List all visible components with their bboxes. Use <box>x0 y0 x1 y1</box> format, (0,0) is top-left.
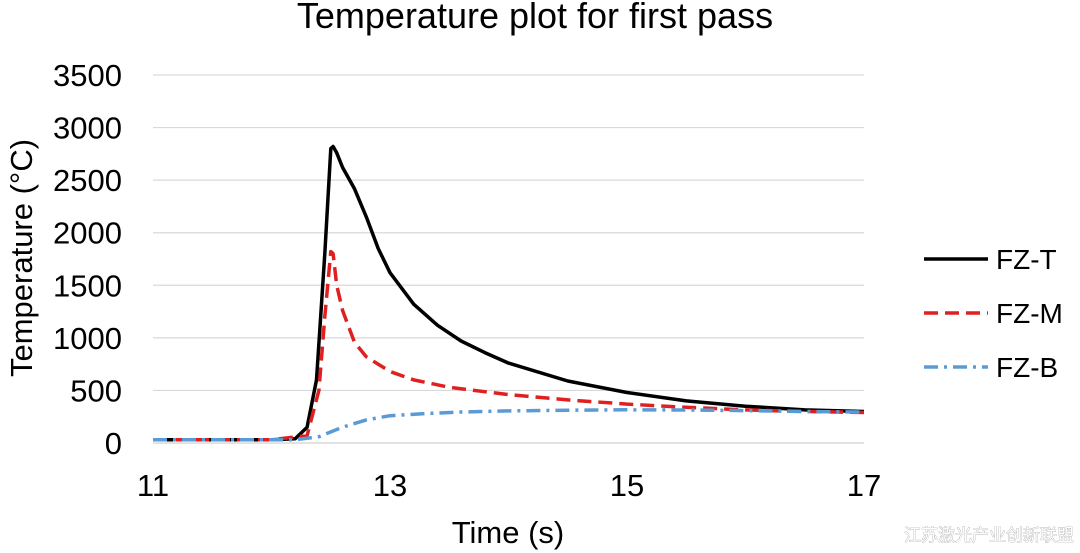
y-tick-label: 1500 <box>53 268 122 303</box>
watermark: 江苏激光产业创新联盟 <box>904 526 1074 545</box>
legend-label: FZ-M <box>996 298 1063 329</box>
x-tick-label: 13 <box>373 468 407 503</box>
y-tick-label: 3000 <box>53 111 122 146</box>
y-tick-label: 1000 <box>53 321 122 356</box>
y-tick-label: 2500 <box>53 163 122 198</box>
y-tick-label: 3500 <box>53 58 122 93</box>
series-line-fz-b <box>153 408 865 442</box>
series-line-fz-m <box>153 249 865 442</box>
y-tick-label: 0 <box>105 426 122 461</box>
legend-label: FZ-T <box>996 244 1057 275</box>
x-tick-label: 17 <box>847 468 881 503</box>
y-tick-label: 2000 <box>53 216 122 251</box>
series-line-fz-t <box>153 144 865 442</box>
legend-label: FZ-B <box>996 352 1058 383</box>
series-lines <box>153 144 865 442</box>
x-tick-labels: 11 13 15 17 <box>137 468 881 503</box>
x-tick-label: 11 <box>137 468 169 503</box>
x-axis-label: Time (s) <box>452 515 565 550</box>
y-tick-labels: 0 500 1000 1500 2000 2500 3000 3500 <box>53 58 122 461</box>
y-tick-label: 500 <box>70 373 122 408</box>
gridlines <box>153 74 864 392</box>
y-axis-label: Temperature (°C) <box>4 139 39 377</box>
x-tick-label: 15 <box>610 468 644 503</box>
legend: FZ-T FZ-M FZ-B <box>924 244 1063 383</box>
chart-title: Temperature plot for first pass <box>297 0 773 36</box>
